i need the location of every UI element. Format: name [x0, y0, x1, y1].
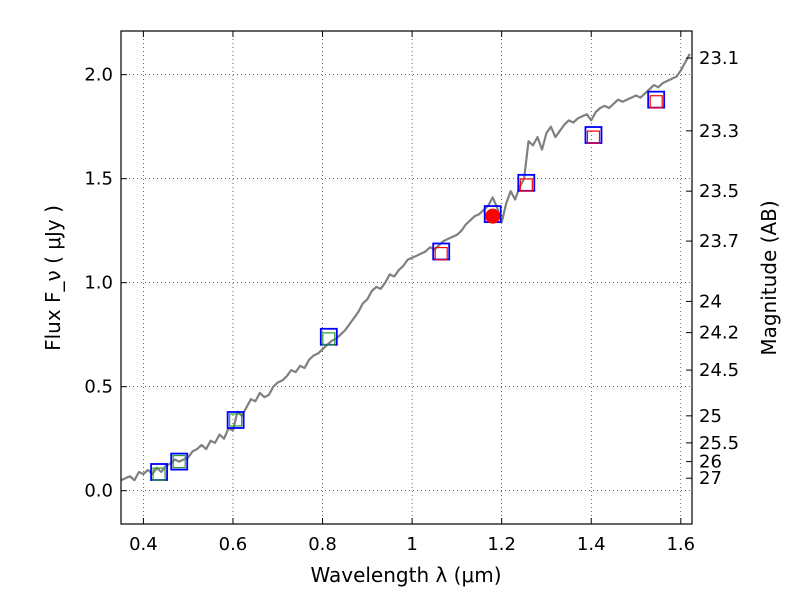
observed-photometry-marker [170, 452, 189, 471]
data-layer [120, 53, 691, 482]
observed-photometry-marker [226, 411, 245, 429]
model-flux-marker [649, 95, 663, 109]
x-tick-label: 0.6 [219, 534, 248, 555]
y2-tick-label: 23.3 [699, 121, 739, 142]
y2-tick-label: 23.5 [699, 181, 739, 202]
y2-tick-label: 27 [699, 468, 722, 489]
x-tick-label: 1.4 [577, 534, 606, 555]
model-flux-marker [586, 130, 601, 144]
x-tick-label: 1.2 [487, 534, 516, 555]
y2-axis-label: Magnitude (AB) [757, 200, 781, 355]
y-tick-label: 0.5 [84, 377, 113, 398]
y-tick-label: 2.0 [84, 65, 113, 86]
y2-tick-label: 26 [699, 452, 722, 473]
tick-layer: 0.4 0.6 0.8 1 1.2 1.4 1.6 0.0 0.5 1.0 1.5 2.0 23.1 23… [84, 31, 739, 555]
model-flux-marker [519, 178, 533, 192]
plot-frame [120, 30, 693, 525]
x-tick-label: 0.4 [129, 534, 158, 555]
y2-tick-label: 24.5 [699, 360, 739, 381]
model-flux-marker [322, 332, 336, 346]
y-tick-label: 1.5 [84, 169, 113, 190]
y-tick-label: 0.0 [84, 481, 113, 502]
model-flux-marker [229, 413, 243, 427]
y2-tick-label: 25.5 [699, 433, 739, 454]
model-flux-marker [172, 454, 186, 469]
y-tick-label: 1.0 [84, 273, 113, 294]
x-tick-label: 1 [406, 534, 417, 555]
y2-tick-label: 23.7 [699, 231, 739, 252]
x-axis-label: Wavelength λ (μm) [310, 563, 501, 587]
y2-tick-label: 24.2 [699, 323, 739, 344]
y-axis-label: Flux F_ν ( μJy ) [41, 205, 65, 351]
x-tick-label: 0.8 [308, 534, 337, 555]
y2-tick-label: 25 [699, 406, 722, 427]
y2-tick-label: 24 [699, 291, 722, 312]
x-tick-label: 1.6 [666, 534, 695, 555]
y2-tick-label: 23.1 [699, 48, 739, 69]
spectrum-line [120, 53, 691, 482]
model-flux-marker [152, 467, 166, 481]
model-flux-marker [434, 246, 448, 261]
emission-line-point [485, 208, 501, 224]
